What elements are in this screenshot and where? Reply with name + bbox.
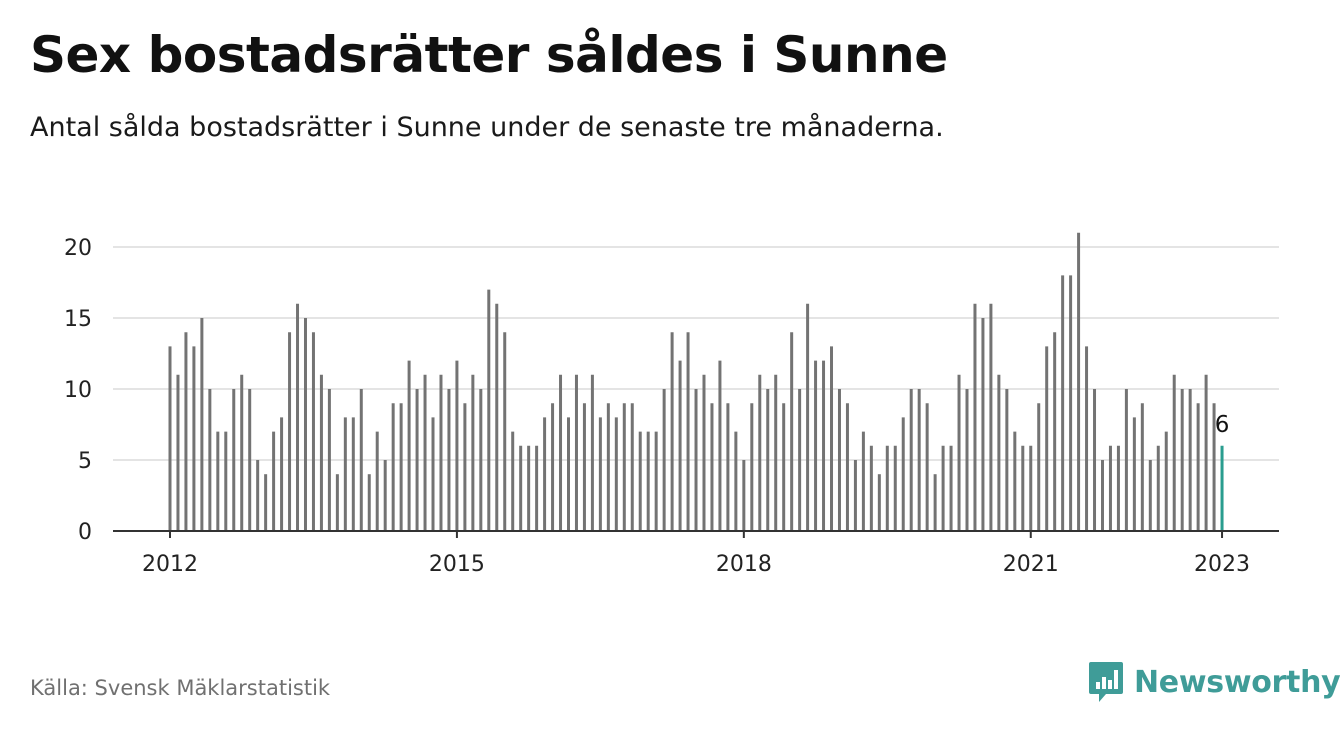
x-axis-ticks: 2012 2015 2018 2021 2023 (142, 531, 1250, 577)
y-axis-labels: 0 5 10 15 20 (64, 236, 92, 545)
x-tick-label: 2018 (716, 552, 772, 577)
newsworthy-logo-icon (1089, 662, 1123, 702)
x-tick-label: 2015 (429, 552, 485, 577)
chart-title: Sex bostadsrätter såldes i Sunne (30, 26, 948, 84)
y-tick-label: 20 (64, 236, 92, 261)
annotations: 6 (1215, 412, 1230, 438)
brand-name: Newsworthy (1134, 664, 1340, 700)
x-tick-label: 2012 (142, 552, 198, 577)
x-tick-label: 2021 (1003, 552, 1059, 577)
x-tick-label: 2023 (1194, 552, 1250, 577)
chart-subtitle: Antal sålda bostadsrätter i Sunne under … (30, 112, 944, 143)
y-tick-label: 0 (78, 520, 92, 545)
source-note: Källa: Svensk Mäklarstatistik (30, 676, 331, 700)
y-tick-label: 10 (64, 378, 92, 403)
y-tick-label: 15 (64, 307, 92, 332)
bar-chart: 0 5 10 15 20 2012 2015 2018 2021 2023 6 (64, 232, 1279, 577)
bars (168, 232, 1224, 531)
y-tick-label: 5 (78, 449, 92, 474)
brand-logo[interactable]: Newsworthy (1088, 660, 1340, 704)
latest-value-label: 6 (1215, 412, 1230, 438)
